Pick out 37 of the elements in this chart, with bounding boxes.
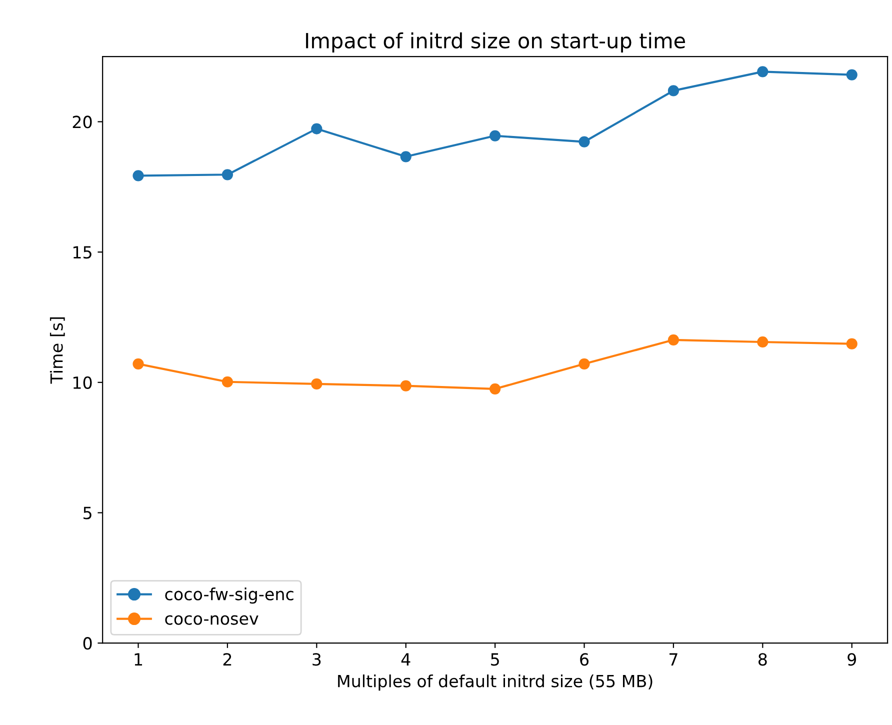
point	[757, 336, 768, 348]
x-tick-label: 5	[491, 653, 499, 666]
x-axis-title: Multiples of default initrd size (55 MB)	[338, 674, 652, 691]
x-tick-label: 2	[223, 653, 232, 666]
x-tick-label: 3	[312, 653, 321, 666]
point	[846, 338, 858, 350]
point	[578, 358, 590, 370]
y-tick-label: 15	[73, 246, 92, 259]
x-tick-label: 7	[670, 653, 678, 666]
x-tick-label: 4	[401, 653, 410, 666]
y-tick-label: 10	[73, 376, 92, 389]
y-tick-label: 0	[83, 637, 92, 650]
point	[490, 383, 501, 394]
y-tick-label: 20	[72, 116, 92, 128]
x-tick-label: 6	[580, 653, 589, 666]
legend-label: coco-nosev	[165, 615, 258, 625]
point	[400, 380, 412, 392]
point	[132, 170, 144, 182]
point	[668, 85, 680, 96]
point	[132, 358, 144, 370]
point	[311, 378, 322, 390]
x-tick-label: 9	[848, 653, 856, 666]
legend-label: coco-fw-sig-enc	[165, 587, 294, 604]
point	[490, 130, 501, 142]
point	[222, 169, 234, 180]
x-tick-label: 8	[758, 653, 767, 666]
chart-title: Impact of initrd size on start-up time	[306, 32, 686, 53]
point	[578, 136, 590, 148]
point	[311, 123, 322, 134]
y-tick-label: 5	[84, 506, 92, 520]
point	[668, 334, 680, 346]
y-axis-title: Time [s]	[50, 317, 65, 384]
point	[400, 151, 412, 162]
point	[846, 69, 858, 80]
x-tick-label: 1	[134, 653, 142, 666]
point	[757, 66, 768, 78]
point	[222, 376, 234, 388]
